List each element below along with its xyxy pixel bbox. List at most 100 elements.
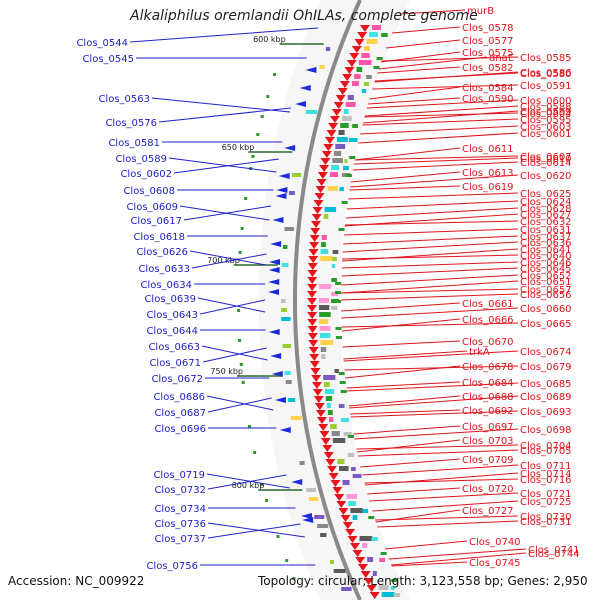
left-leader-line	[201, 345, 268, 361]
right-leader-line	[349, 395, 519, 409]
cog-category-block	[319, 319, 329, 324]
right-leader-line	[375, 515, 519, 521]
forward-gene-arrow	[340, 515, 351, 522]
right-gene-label: Clos_0678	[462, 362, 514, 373]
right-gene-label: Clos_0693	[520, 407, 572, 418]
right-gene-label: Clos_0697	[462, 422, 514, 433]
forward-gene-arrow	[313, 200, 324, 207]
gc-dot	[253, 451, 257, 454]
right-leader-line	[354, 428, 519, 440]
cog-category-block	[379, 558, 386, 562]
gc-skew-mark	[339, 381, 346, 384]
gc-dot	[240, 227, 244, 230]
cog-category-block	[348, 501, 356, 506]
forward-gene-arrow	[354, 39, 365, 46]
gc-dot	[266, 95, 270, 98]
right-leader-line	[343, 350, 519, 362]
reverse-gene-arrow	[299, 85, 311, 91]
forward-gene-arrow	[336, 501, 347, 508]
right-gene-label: Clos_0611	[462, 144, 514, 155]
inner-feature-block	[290, 416, 302, 420]
forward-gene-arrow	[328, 123, 339, 130]
right-gene-label: Clos_0620	[520, 171, 572, 182]
cog-category-block	[378, 585, 389, 590]
cog-category-block	[359, 536, 373, 541]
scale-label: 600 kbp	[253, 35, 286, 44]
forward-gene-arrow	[335, 95, 346, 102]
right-gene-label: Clos_0704	[520, 441, 572, 452]
right-leader-line	[386, 39, 461, 49]
right-gene-label: Clos_0601	[520, 129, 572, 140]
gc-dot	[238, 251, 242, 254]
backbone-circle	[293, 0, 362, 601]
forward-gene-arrow	[310, 221, 321, 228]
forward-gene-arrow	[311, 214, 322, 221]
left-gene-label: Clos_0663	[148, 342, 200, 353]
left-gene-label: Clos_0581	[108, 138, 160, 149]
right-gene-label: Clos_0575	[462, 48, 514, 59]
right-gene-label: Clos_0741	[528, 545, 580, 556]
forward-gene-arrow	[355, 557, 366, 564]
leader-layer	[129, 9, 527, 567]
right-leader-line	[362, 110, 519, 124]
right-gene-label: Clos_0632	[520, 217, 572, 228]
right-gene-label: Clos_0607	[520, 152, 572, 163]
left-gene-label: Clos_0545	[82, 54, 134, 65]
forward-gene-arrow	[312, 207, 323, 214]
cog-category-block	[333, 151, 342, 156]
gc-skew-mark	[341, 201, 348, 204]
right-gene-label: Clos_0613	[462, 168, 514, 179]
cog-category-block	[372, 25, 381, 30]
forward-gene-arrow	[318, 424, 329, 431]
cog-category-block	[342, 116, 352, 121]
inner-feature-block	[285, 380, 292, 384]
right-gene-label: Clos_0651	[520, 277, 572, 288]
forward-gene-arrow	[320, 438, 331, 445]
right-gene-label: murB	[467, 6, 494, 17]
right-leader-line	[345, 207, 519, 219]
left-leader-line	[207, 474, 287, 490]
left-leader-line	[151, 97, 290, 113]
right-leader-line	[372, 84, 519, 90]
cog-category-block	[354, 74, 361, 79]
gc-dot	[260, 483, 264, 486]
right-gene-label: Clos_0640	[520, 251, 572, 262]
reverse-gene-arrow	[272, 217, 284, 223]
forward-gene-arrow	[352, 550, 363, 557]
right-leader-line	[343, 235, 519, 245]
right-leader-line	[360, 458, 461, 468]
left-gene-label: Clos_0644	[146, 326, 198, 337]
gc-dot	[265, 499, 269, 502]
inner-feature-block	[281, 299, 286, 303]
forward-gene-arrow	[307, 270, 318, 277]
gc-skew-mark	[368, 516, 375, 519]
right-gene-label: Clos_0670	[462, 337, 514, 348]
forward-gene-arrow	[309, 235, 320, 242]
cog-category-block	[348, 138, 358, 142]
right-leader-line	[377, 520, 519, 528]
cog-category-block	[323, 214, 329, 219]
forward-gene-arrow	[312, 382, 322, 389]
forward-gene-arrow	[307, 277, 318, 284]
reverse-gene-arrow	[270, 353, 282, 359]
left-gene-label: Clos_0671	[149, 358, 201, 369]
forward-gene-arrow	[357, 32, 368, 39]
forward-gene-arrow	[330, 480, 341, 487]
left-gene-label: Clos_0602	[120, 169, 172, 180]
left-leader-line	[173, 158, 279, 174]
inner-feature-block	[305, 110, 318, 114]
right-gene-label: Clos_0637	[520, 232, 572, 243]
forward-gene-arrow	[337, 88, 348, 95]
right-gene-label: Clos_0646	[520, 258, 572, 269]
feature-layer	[237, 25, 401, 599]
right-gene-label: Clos_0692	[462, 406, 514, 417]
cog-category-block	[342, 480, 350, 485]
gc-dot	[238, 339, 242, 342]
forward-gene-arrow	[307, 333, 318, 340]
cog-category-block	[362, 543, 368, 548]
right-leader-line	[375, 509, 461, 523]
right-gene-label: Clos_0588	[520, 102, 572, 113]
cog-category-block	[329, 417, 334, 422]
right-gene-label: Clos_0688	[462, 392, 514, 403]
right-gene-label: Clos_0705	[520, 446, 572, 457]
